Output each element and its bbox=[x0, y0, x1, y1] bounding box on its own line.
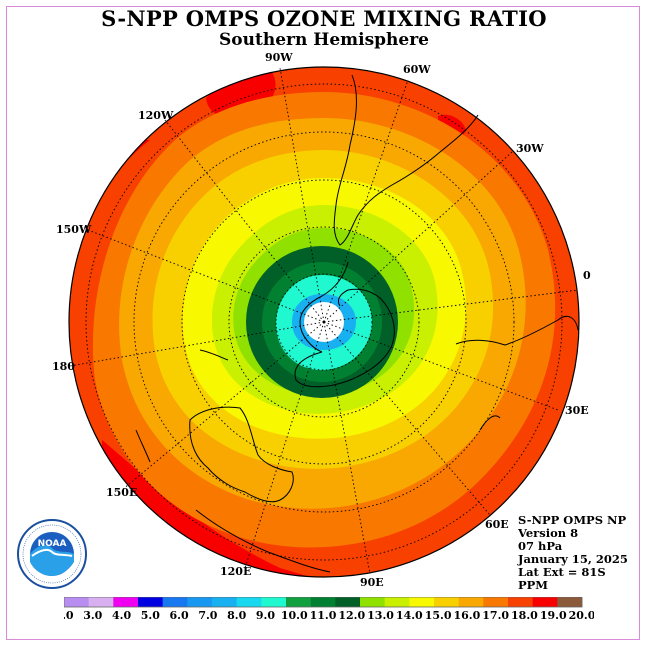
colorbar-swatch bbox=[508, 597, 533, 607]
colorbar-swatch bbox=[64, 597, 89, 607]
africa-coast bbox=[455, 315, 579, 346]
colorbar-swatch bbox=[236, 597, 262, 607]
lon-label-30e: 30E bbox=[565, 404, 589, 417]
colorbar-swatch bbox=[187, 597, 213, 607]
lon-label-120e: 120E bbox=[220, 565, 251, 578]
colorbar-tick-label: 14.0 bbox=[396, 609, 423, 622]
colorbar-tick-label: 20.0 bbox=[569, 609, 594, 622]
colorbar-tick-label: 7.0 bbox=[198, 609, 217, 622]
colorbar-tick-label: 16.0 bbox=[453, 609, 480, 622]
colorbar-tick-label: 5.0 bbox=[141, 609, 160, 622]
colorbar-swatch bbox=[483, 597, 509, 607]
instrument-label: S-NPP OMPS NP bbox=[518, 513, 627, 527]
colorbar-swatch bbox=[458, 597, 484, 607]
lon-label-150e: 150E bbox=[106, 486, 137, 499]
colorbar-swatch bbox=[162, 597, 188, 607]
colorbar-swatch bbox=[310, 597, 336, 607]
colorbar-swatch bbox=[138, 597, 163, 607]
graticule bbox=[69, 67, 579, 575]
colorbar-tick-label: 3.0 bbox=[83, 609, 102, 622]
version-label: Version 8 bbox=[518, 526, 579, 540]
colorbar-tick-label: 9.0 bbox=[256, 609, 275, 622]
noaa-logo: NOAA bbox=[17, 519, 87, 589]
colorbar-swatch bbox=[384, 597, 410, 607]
colorbar-tick-label: 17.0 bbox=[482, 609, 509, 622]
colorbar-swatch bbox=[360, 597, 385, 607]
longitude-labels: 0 30E 60E 90E 120E 150E 180 150W 120W 90… bbox=[52, 51, 591, 589]
colorbar-tick-label: 8.0 bbox=[227, 609, 246, 622]
colorbar-swatch bbox=[113, 597, 139, 607]
lon-label-120w: 120W bbox=[138, 109, 174, 122]
coastlines bbox=[135, 74, 579, 573]
colorbar-border bbox=[64, 597, 583, 608]
globe-boundary bbox=[68, 66, 580, 578]
colorbar-tick-label: 6.0 bbox=[170, 609, 189, 622]
colorbar-tick-label: 18.0 bbox=[511, 609, 538, 622]
lat-extent-label: Lat Ext = 81S bbox=[518, 565, 606, 579]
colorbar-tick-label: 4.0 bbox=[112, 609, 131, 622]
figure-frame bbox=[6, 6, 640, 640]
colorbar-swatch bbox=[261, 597, 287, 607]
colorbar-swatch bbox=[286, 597, 311, 607]
logo-text: NOAA bbox=[38, 539, 67, 549]
australia-coast bbox=[189, 406, 294, 503]
colorbar: 2.0 3.0 4.0 5.0 6.0 7.0 8.0 9.0 10.011.012.013.0… bbox=[64, 597, 594, 622]
colorbar-swatch bbox=[557, 597, 583, 607]
logo-wave bbox=[30, 545, 74, 576]
indonesia-coast bbox=[195, 509, 331, 573]
antarctic-peninsula-coast bbox=[299, 261, 349, 353]
colorbar-swatch bbox=[532, 597, 558, 607]
colorbar-tick-label: 10.0 bbox=[281, 609, 308, 622]
tasmania-coast bbox=[135, 429, 151, 463]
page-title: S-NPP OMPS OZONE MIXING RATIO bbox=[101, 6, 547, 31]
logo-seagull-icon bbox=[31, 548, 73, 557]
new-zealand-coast bbox=[199, 349, 229, 361]
lon-label-0: 0 bbox=[583, 269, 591, 282]
colorbar-swatch bbox=[409, 597, 435, 607]
colorbar-tick-label: 12.0 bbox=[338, 609, 365, 622]
lon-label-90e: 90E bbox=[360, 576, 384, 589]
lon-label-60e: 60E bbox=[485, 518, 509, 531]
lon-label-90w: 90W bbox=[265, 51, 293, 64]
pressure-label: 07 hPa bbox=[518, 539, 563, 553]
antarctica-coast bbox=[294, 288, 395, 388]
south-america-coast bbox=[333, 74, 479, 246]
lon-label-180: 180 bbox=[52, 360, 75, 373]
colorbar-swatch bbox=[335, 597, 361, 607]
lon-label-60w: 60W bbox=[403, 63, 431, 76]
lon-label-30w: 30W bbox=[516, 142, 544, 155]
colorbar-swatch bbox=[212, 597, 237, 607]
colorbar-tick-label: 13.0 bbox=[367, 609, 394, 622]
lon-label-150w: 150W bbox=[56, 223, 92, 236]
colorbar-labels: 2.0 3.0 4.0 5.0 6.0 7.0 8.0 9.0 10.011.012.013.0… bbox=[64, 609, 594, 622]
colorbar-tick-label: 19.0 bbox=[540, 609, 567, 622]
colorbar-swatch bbox=[88, 597, 114, 607]
colorbar-swatch bbox=[434, 597, 459, 607]
colorbar-tick-label: 2.0 bbox=[64, 609, 74, 622]
metadata-block: S-NPP OMPS NP Version 8 07 hPa January 1… bbox=[518, 514, 628, 592]
colorbar-tick-label: 15.0 bbox=[425, 609, 452, 622]
units-label: PPM bbox=[518, 578, 549, 592]
colorbar-swatches bbox=[64, 597, 583, 607]
date-label: January 15, 2025 bbox=[518, 552, 628, 566]
logo-ring-text bbox=[22, 524, 82, 584]
colorbar-tick-label: 11.0 bbox=[310, 609, 337, 622]
page-subtitle: Southern Hemisphere bbox=[219, 30, 429, 50]
